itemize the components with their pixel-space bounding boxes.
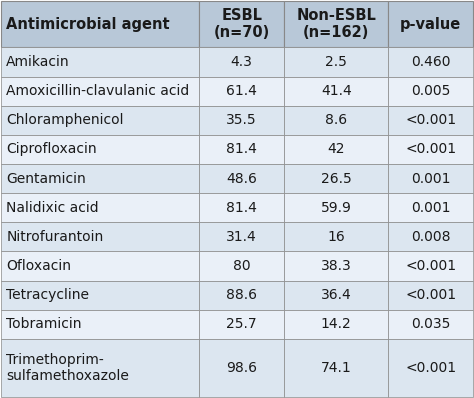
Bar <box>284 310 388 339</box>
Text: 16: 16 <box>328 230 345 244</box>
Text: <0.001: <0.001 <box>405 113 456 127</box>
Bar <box>0 76 199 106</box>
Bar <box>199 164 284 193</box>
Text: 4.3: 4.3 <box>231 55 253 69</box>
Text: 35.5: 35.5 <box>227 113 257 127</box>
Bar <box>284 339 388 397</box>
Text: <0.001: <0.001 <box>405 142 456 156</box>
Bar <box>388 222 474 252</box>
Text: 81.4: 81.4 <box>226 201 257 215</box>
Bar <box>199 76 284 106</box>
Text: Nalidixic acid: Nalidixic acid <box>6 201 99 215</box>
Bar <box>0 310 199 339</box>
Text: 31.4: 31.4 <box>227 230 257 244</box>
Bar <box>0 193 199 222</box>
Text: 42: 42 <box>328 142 345 156</box>
Bar <box>284 1 388 47</box>
Text: 0.008: 0.008 <box>411 230 450 244</box>
Bar <box>388 310 474 339</box>
Text: 41.4: 41.4 <box>321 84 352 98</box>
Text: Chloramphenicol: Chloramphenicol <box>6 113 124 127</box>
Text: Gentamicin: Gentamicin <box>6 172 86 185</box>
Bar <box>284 106 388 135</box>
Bar <box>284 193 388 222</box>
Text: ESBL
(n=70): ESBL (n=70) <box>214 8 270 40</box>
Text: Trimethoprim-
sulfamethoxazole: Trimethoprim- sulfamethoxazole <box>6 353 129 383</box>
Bar <box>284 252 388 281</box>
Text: 74.1: 74.1 <box>321 361 352 375</box>
Text: Tetracycline: Tetracycline <box>6 288 90 302</box>
Text: 36.4: 36.4 <box>321 288 352 302</box>
Bar <box>199 222 284 252</box>
Bar <box>199 135 284 164</box>
Bar <box>284 281 388 310</box>
Bar <box>388 1 474 47</box>
Text: 48.6: 48.6 <box>226 172 257 185</box>
Bar <box>388 106 474 135</box>
Text: 0.005: 0.005 <box>411 84 450 98</box>
Bar <box>388 76 474 106</box>
Bar <box>388 47 474 76</box>
Text: 98.6: 98.6 <box>226 361 257 375</box>
Bar <box>388 281 474 310</box>
Bar <box>0 164 199 193</box>
Text: Non-ESBL
(n=162): Non-ESBL (n=162) <box>296 8 376 40</box>
Text: 38.3: 38.3 <box>321 259 352 273</box>
Text: Tobramicin: Tobramicin <box>6 317 82 332</box>
Bar <box>0 339 199 397</box>
Bar <box>388 252 474 281</box>
Bar <box>0 135 199 164</box>
Text: 0.460: 0.460 <box>411 55 450 69</box>
Text: 80: 80 <box>233 259 251 273</box>
Bar <box>284 222 388 252</box>
Text: Antimicrobial agent: Antimicrobial agent <box>6 17 170 31</box>
Bar <box>199 47 284 76</box>
Bar <box>284 76 388 106</box>
Text: 26.5: 26.5 <box>321 172 352 185</box>
Bar <box>199 281 284 310</box>
Text: 81.4: 81.4 <box>226 142 257 156</box>
Bar <box>284 47 388 76</box>
Text: Amoxicillin-clavulanic acid: Amoxicillin-clavulanic acid <box>6 84 190 98</box>
Bar <box>199 1 284 47</box>
Text: Ciprofloxacin: Ciprofloxacin <box>6 142 97 156</box>
Bar <box>199 339 284 397</box>
Bar <box>0 106 199 135</box>
Text: Nitrofurantoin: Nitrofurantoin <box>6 230 104 244</box>
Text: Amikacin: Amikacin <box>6 55 70 69</box>
Text: 2.5: 2.5 <box>325 55 347 69</box>
Text: 88.6: 88.6 <box>226 288 257 302</box>
Text: Ofloxacin: Ofloxacin <box>6 259 72 273</box>
Bar <box>0 281 199 310</box>
Bar <box>0 1 199 47</box>
Bar <box>0 222 199 252</box>
Bar <box>388 339 474 397</box>
Text: <0.001: <0.001 <box>405 259 456 273</box>
Bar <box>199 106 284 135</box>
Text: 8.6: 8.6 <box>325 113 347 127</box>
Text: 25.7: 25.7 <box>227 317 257 332</box>
Bar <box>388 135 474 164</box>
Text: 61.4: 61.4 <box>226 84 257 98</box>
Text: 0.001: 0.001 <box>411 172 450 185</box>
Bar <box>284 135 388 164</box>
Text: <0.001: <0.001 <box>405 288 456 302</box>
Text: <0.001: <0.001 <box>405 361 456 375</box>
Text: 59.9: 59.9 <box>321 201 352 215</box>
Bar <box>0 47 199 76</box>
Text: 14.2: 14.2 <box>321 317 352 332</box>
Text: 0.001: 0.001 <box>411 201 450 215</box>
Bar <box>0 252 199 281</box>
Bar <box>284 164 388 193</box>
Bar <box>199 310 284 339</box>
Bar <box>388 164 474 193</box>
Bar <box>199 193 284 222</box>
Bar <box>199 252 284 281</box>
Bar <box>388 193 474 222</box>
Text: 0.035: 0.035 <box>411 317 450 332</box>
Text: p-value: p-value <box>400 17 461 31</box>
